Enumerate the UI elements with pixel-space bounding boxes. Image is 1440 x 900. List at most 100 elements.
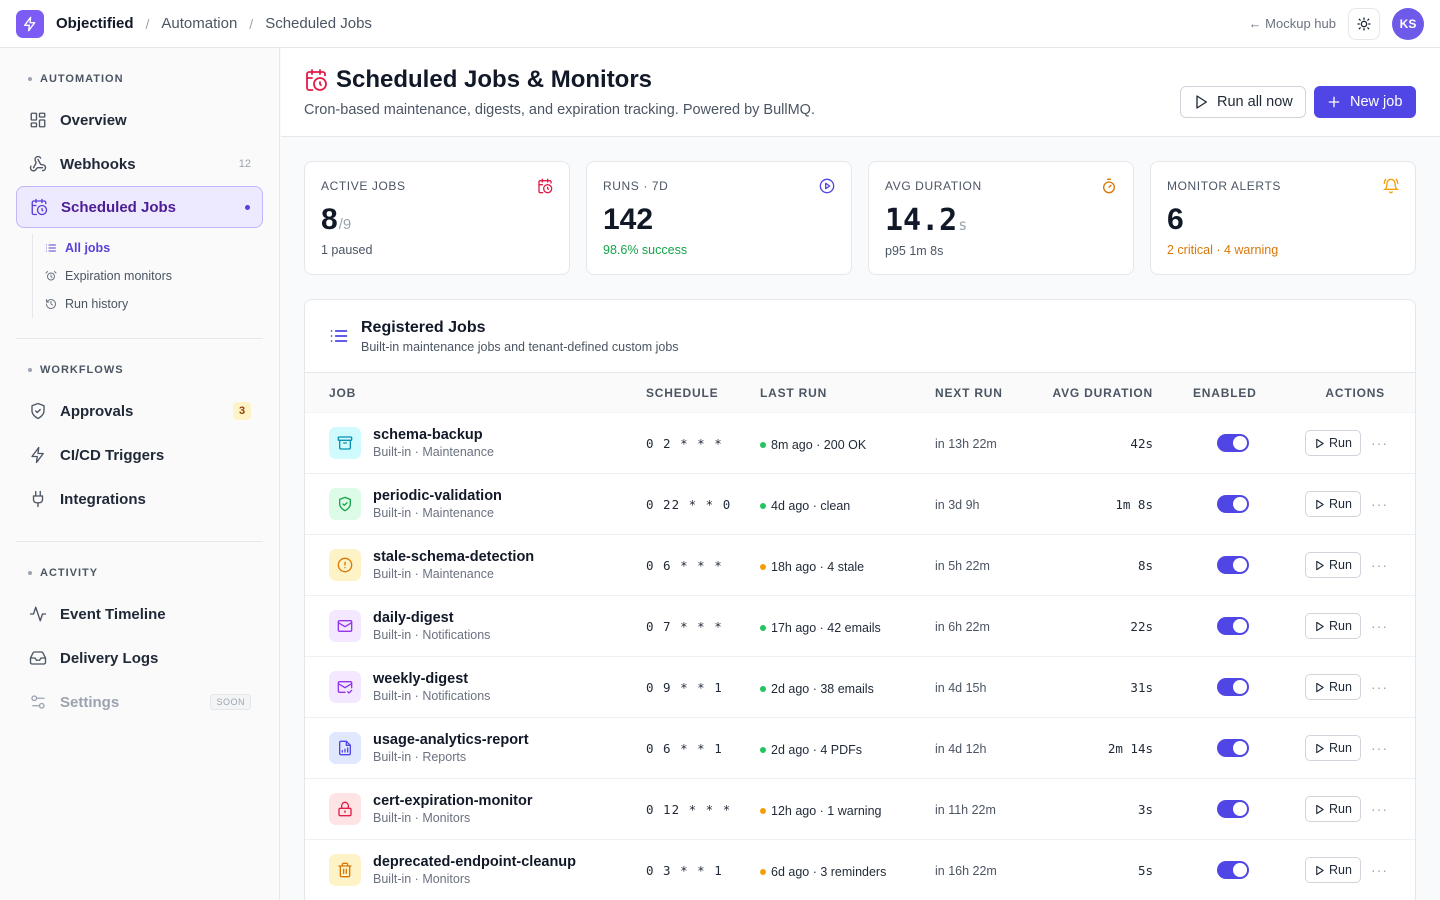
more-actions-icon[interactable]: ··· bbox=[1371, 862, 1388, 878]
more-actions-icon[interactable]: ··· bbox=[1371, 435, 1388, 451]
run-job-button[interactable]: Run bbox=[1305, 796, 1361, 822]
job-meta: Built-in · Reports bbox=[373, 750, 467, 764]
job-name[interactable]: weekly-digest bbox=[373, 671, 469, 687]
more-actions-icon[interactable]: ··· bbox=[1371, 740, 1388, 756]
subnav-item-run-history[interactable]: Run history bbox=[45, 290, 263, 318]
job-next-run: in 16h 22m bbox=[935, 864, 997, 878]
jobs-table-body: schema-backup Built-in · Maintenance 0 2… bbox=[305, 413, 1415, 900]
stat-value: 6 bbox=[1167, 203, 1184, 236]
job-name[interactable]: periodic-validation bbox=[373, 488, 502, 504]
more-actions-icon[interactable]: ··· bbox=[1371, 679, 1388, 695]
sidebar-item-delivery-logs[interactable]: Delivery Logs bbox=[16, 636, 263, 680]
alarm-icon bbox=[45, 271, 57, 281]
app-name[interactable]: Objectified bbox=[56, 15, 134, 32]
more-actions-icon[interactable]: ··· bbox=[1371, 557, 1388, 573]
column-header-next-run[interactable]: NEXT RUN bbox=[935, 385, 1003, 400]
job-meta: Built-in · Notifications bbox=[373, 628, 491, 642]
inbox-icon bbox=[28, 648, 48, 668]
job-name[interactable]: stale-schema-detection bbox=[373, 549, 535, 565]
file-chart-icon bbox=[329, 732, 361, 764]
job-cell: weekly-digest Built-in · Notifications bbox=[305, 671, 646, 703]
run-job-button[interactable]: Run bbox=[1305, 674, 1361, 700]
table-row[interactable]: daily-digest Built-in · Notifications 0 … bbox=[305, 596, 1415, 657]
play-icon bbox=[1316, 560, 1324, 570]
sidebar-item-integrations[interactable]: Integrations bbox=[16, 477, 263, 521]
play-circle-icon bbox=[819, 178, 835, 194]
section-title-activity: ACTIVITY bbox=[16, 558, 263, 588]
job-enabled-toggle[interactable] bbox=[1217, 495, 1249, 514]
sidebar-item-event-timeline[interactable]: Event Timeline bbox=[16, 592, 263, 636]
run-job-button[interactable]: Run bbox=[1305, 735, 1361, 761]
job-name[interactable]: cert-expiration-monitor bbox=[373, 793, 533, 809]
job-name[interactable]: daily-digest bbox=[373, 610, 454, 626]
job-enabled-toggle[interactable] bbox=[1217, 434, 1249, 453]
job-enabled-toggle[interactable] bbox=[1217, 617, 1249, 636]
table-row[interactable]: stale-schema-detection Built-in · Mainte… bbox=[305, 535, 1415, 596]
column-header-enabled[interactable]: ENABLED bbox=[1193, 385, 1257, 400]
status-dot bbox=[760, 686, 766, 692]
stat-card-avg-duration: AVG DURATION 14.2 s p95 1m 8s bbox=[868, 161, 1134, 275]
breadcrumb-separator: / bbox=[145, 15, 150, 32]
job-schedule: 0 7 * * * bbox=[646, 619, 723, 634]
theme-toggle-button[interactable] bbox=[1348, 7, 1380, 40]
job-schedule: 0 2 * * * bbox=[646, 436, 723, 451]
table-row[interactable]: schema-backup Built-in · Maintenance 0 2… bbox=[305, 413, 1415, 474]
status-dot bbox=[760, 808, 766, 814]
table-row[interactable]: periodic-validation Built-in · Maintenan… bbox=[305, 474, 1415, 535]
job-enabled-toggle[interactable] bbox=[1217, 556, 1249, 575]
app-logo-icon[interactable] bbox=[16, 9, 44, 38]
column-header-avg-duration[interactable]: AVG DURATION bbox=[1052, 385, 1153, 400]
sidebar-item-cicd-triggers[interactable]: CI/CD Triggers bbox=[16, 433, 263, 477]
status-dot bbox=[760, 442, 766, 448]
stat-value: 142 bbox=[603, 203, 654, 236]
table-row[interactable]: weekly-digest Built-in · Notifications 0… bbox=[305, 657, 1415, 718]
run-all-now-button[interactable]: Run all now bbox=[1180, 86, 1306, 118]
column-header-schedule[interactable]: SCHEDULE bbox=[646, 385, 719, 400]
run-job-button[interactable]: Run bbox=[1305, 491, 1361, 517]
job-meta: Built-in · Maintenance bbox=[373, 506, 494, 520]
job-name[interactable]: usage-analytics-report bbox=[373, 732, 529, 748]
run-job-button[interactable]: Run bbox=[1305, 613, 1361, 639]
shield-check-icon bbox=[329, 488, 361, 520]
table-row[interactable]: deprecated-endpoint-cleanup Built-in · M… bbox=[305, 840, 1415, 900]
user-avatar[interactable]: KS bbox=[1392, 7, 1424, 40]
bell-icon bbox=[1383, 178, 1399, 194]
list-icon bbox=[330, 330, 348, 342]
run-job-button[interactable]: Run bbox=[1305, 552, 1361, 578]
job-name[interactable]: deprecated-endpoint-cleanup bbox=[373, 854, 577, 870]
stat-value: 14.2 s bbox=[885, 203, 968, 238]
job-next-run: in 4d 15h bbox=[935, 681, 987, 695]
breadcrumb-automation[interactable]: Automation bbox=[161, 15, 238, 32]
job-enabled-toggle[interactable] bbox=[1217, 861, 1249, 880]
stat-label: AVG DURATION bbox=[885, 179, 982, 193]
more-actions-icon[interactable]: ··· bbox=[1371, 496, 1388, 512]
new-job-button[interactable]: New job bbox=[1314, 86, 1416, 118]
sidebar-item-approvals[interactable]: Approvals 3 bbox=[16, 389, 263, 433]
job-next-run: in 3d 9h bbox=[935, 498, 980, 512]
subnav-item-expiration-monitors[interactable]: Expiration monitors bbox=[45, 262, 263, 290]
job-next-run: in 5h 22m bbox=[935, 559, 990, 573]
sidebar-item-scheduled-jobs[interactable]: Scheduled Jobs bbox=[16, 186, 263, 228]
job-enabled-toggle[interactable] bbox=[1217, 739, 1249, 758]
sidebar-item-label: Delivery Logs bbox=[60, 649, 159, 667]
play-icon bbox=[1316, 865, 1324, 875]
more-actions-icon[interactable]: ··· bbox=[1371, 801, 1388, 817]
job-next-run: in 6h 22m bbox=[935, 620, 990, 634]
timer-icon bbox=[1103, 178, 1115, 194]
table-row[interactable]: cert-expiration-monitor Built-in · Monit… bbox=[305, 779, 1415, 840]
table-row[interactable]: usage-analytics-report Built-in · Report… bbox=[305, 718, 1415, 779]
column-header-job[interactable]: JOB bbox=[329, 385, 357, 400]
subnav-item-all-jobs[interactable]: All jobs bbox=[45, 234, 263, 262]
section-title-automation: AUTOMATION bbox=[16, 64, 263, 94]
sidebar-item-overview[interactable]: Overview bbox=[16, 98, 263, 142]
job-enabled-toggle[interactable] bbox=[1217, 678, 1249, 697]
sidebar-item-webhooks[interactable]: Webhooks 12 bbox=[16, 142, 263, 186]
job-name[interactable]: schema-backup bbox=[373, 427, 483, 443]
plug-icon bbox=[28, 489, 48, 509]
mockup-hub-link[interactable]: ← Mockup hub bbox=[1248, 16, 1336, 31]
run-job-button[interactable]: Run bbox=[1305, 430, 1361, 456]
column-header-last-run[interactable]: LAST RUN bbox=[760, 385, 828, 400]
more-actions-icon[interactable]: ··· bbox=[1371, 618, 1388, 634]
job-enabled-toggle[interactable] bbox=[1217, 800, 1249, 819]
run-job-button[interactable]: Run bbox=[1305, 857, 1361, 883]
